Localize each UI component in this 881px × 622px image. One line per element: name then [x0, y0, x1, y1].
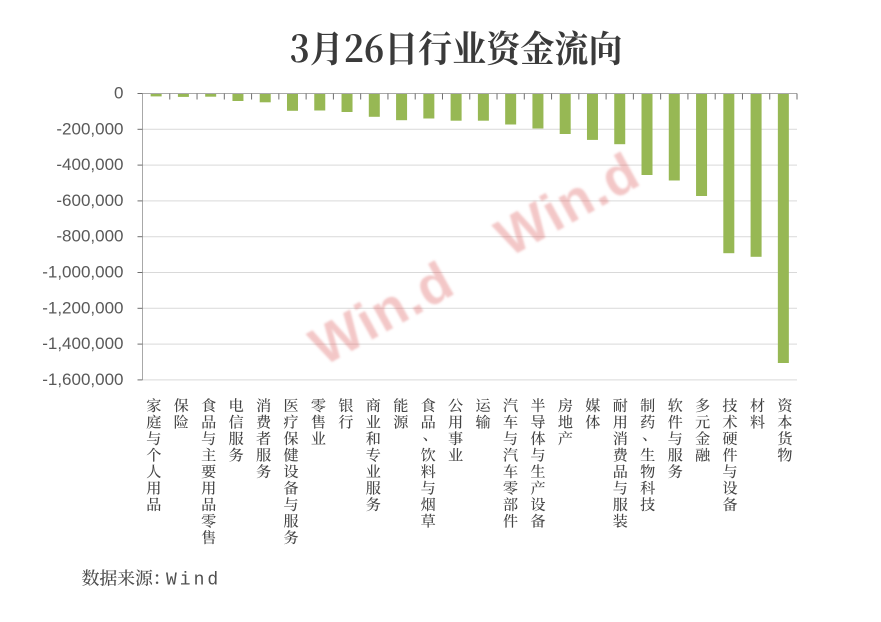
- svg-text:Win.d: Win.d: [300, 250, 464, 377]
- svg-text:-1,000,000: -1,000,000: [42, 263, 123, 282]
- svg-text:-1,600,000: -1,600,000: [42, 370, 123, 389]
- svg-text:Win.d: Win.d: [486, 141, 650, 268]
- svg-text:Wind: Wind: [166, 571, 221, 591]
- svg-text:-1,200,000: -1,200,000: [42, 298, 123, 317]
- svg-text:-400,000: -400,000: [56, 155, 123, 174]
- svg-text:-1,400,000: -1,400,000: [42, 334, 123, 353]
- svg-text:-800,000: -800,000: [56, 227, 123, 246]
- svg-text:-600,000: -600,000: [56, 191, 123, 210]
- svg-text:-200,000: -200,000: [56, 119, 123, 138]
- svg-text:0: 0: [114, 84, 123, 103]
